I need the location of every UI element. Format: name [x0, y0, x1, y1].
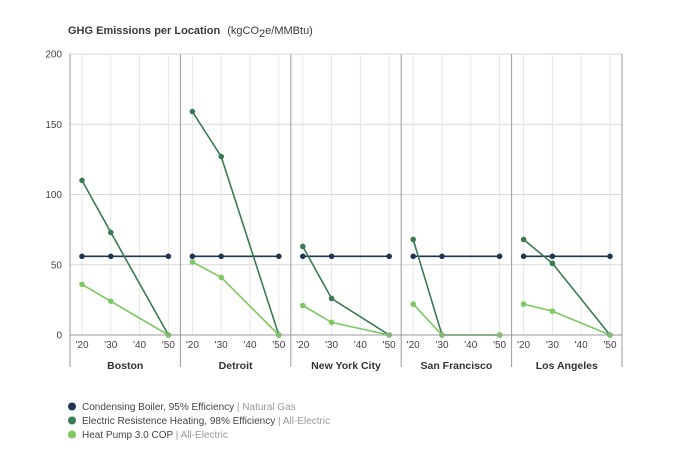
- legend-series-type: | All-Electric: [275, 416, 330, 427]
- legend: Condensing Boiler, 95% Efficiency | Natu…: [68, 402, 330, 441]
- legend-marker: [68, 416, 76, 425]
- x-tick-label: '40: [243, 340, 256, 351]
- x-tick-label: '50: [272, 340, 285, 351]
- series-line: [523, 238, 611, 336]
- legend-series-type: | Natural Gas: [234, 402, 296, 413]
- y-tick-label: 200: [45, 50, 62, 61]
- data-point: [328, 319, 335, 326]
- series-line: [192, 261, 280, 336]
- legend-series-type: | All-Electric: [173, 430, 228, 441]
- chart-unit-prefix: (kgCO: [227, 25, 259, 37]
- data-point: [439, 253, 445, 260]
- location-label: Los Angeles: [536, 360, 598, 372]
- location-label: New York City: [311, 360, 381, 372]
- x-tick-label: '20: [186, 340, 199, 351]
- data-point: [218, 274, 224, 281]
- data-point: [189, 259, 196, 265]
- data-point: [300, 243, 306, 250]
- data-point: [549, 308, 556, 314]
- legend-label: Condensing Boiler, 95% Efficiency | Natu…: [82, 402, 296, 413]
- data-point: [520, 236, 527, 243]
- data-point: [410, 301, 417, 307]
- x-tick-label: '20: [296, 340, 309, 351]
- data-point: [300, 253, 306, 260]
- data-point: [79, 281, 85, 288]
- data-point: [79, 253, 85, 260]
- legend-label: Electric Resistence Heating, 98% Efficie…: [82, 416, 330, 427]
- data-point: [328, 295, 335, 302]
- chart-title-text: GHG Emissions per Location: [68, 25, 220, 37]
- series-line: [302, 304, 390, 336]
- y-tick-label: 0: [56, 331, 62, 342]
- x-tick-label: '20: [75, 340, 88, 351]
- data-point: [520, 301, 527, 307]
- x-tick-label: '40: [133, 340, 146, 351]
- data-point: [549, 260, 556, 267]
- data-point: [328, 253, 335, 260]
- series-line: [81, 180, 170, 336]
- x-tick-label: '30: [546, 340, 559, 351]
- plot-area: 0 50 100 150 200 '20 '30 '40 '50 Boston '20 '30 '40 '…: [45, 50, 623, 372]
- x-tick-label: '50: [493, 340, 506, 351]
- y-tick-label: 100: [45, 190, 62, 201]
- data-point: [218, 253, 224, 260]
- data-point: [300, 302, 306, 309]
- series-line: [412, 303, 500, 336]
- data-point: [165, 253, 172, 260]
- legend-series-name: Heat Pump 3.0 COP: [82, 430, 173, 441]
- data-point: [386, 253, 393, 260]
- data-point: [276, 253, 282, 260]
- x-tick-label: '30: [435, 340, 448, 351]
- x-tick-label: '30: [104, 340, 117, 351]
- x-tick-label: '40: [575, 340, 588, 351]
- x-tick-label: '40: [354, 340, 367, 351]
- chart-unit-sub: 2: [259, 28, 265, 40]
- x-tick-label: '20: [517, 340, 530, 351]
- x-tick-label: '40: [464, 340, 477, 351]
- series-line: [412, 239, 500, 336]
- legend-series-name: Electric Resistence Heating, 98% Efficie…: [82, 416, 275, 427]
- location-label: Boston: [107, 360, 143, 372]
- chart-unit-suffix: e/MMBtu): [265, 25, 313, 37]
- legend-label: Heat Pump 3.0 COP | All-Electric: [82, 430, 228, 441]
- location-label: Detroit: [219, 360, 253, 372]
- data-point: [549, 253, 556, 260]
- data-point: [410, 236, 417, 243]
- x-tick-label: '30: [325, 340, 338, 351]
- x-tick-label: '50: [162, 340, 175, 351]
- data-point: [108, 229, 114, 236]
- series-line: [302, 246, 390, 336]
- x-tick-label: '50: [603, 340, 616, 351]
- chart-title: GHG Emissions per Location (kgCO2e/MMBtu…: [68, 25, 313, 40]
- legend-marker: [68, 430, 76, 439]
- x-tick-label: '30: [215, 340, 228, 351]
- y-tick-label: 150: [45, 120, 62, 131]
- x-tick-label: '50: [383, 340, 396, 351]
- data-point: [189, 108, 196, 115]
- series-line: [81, 283, 169, 336]
- data-point: [496, 253, 503, 260]
- location-label: San Francisco: [421, 360, 493, 372]
- data-point: [607, 253, 613, 260]
- y-tick-label: 50: [51, 260, 63, 271]
- series-line: [191, 111, 280, 336]
- data-point: [218, 153, 224, 160]
- legend-series-name: Condensing Boiler, 95% Efficiency: [82, 402, 234, 413]
- legend-marker: [68, 402, 76, 411]
- data-point: [108, 253, 114, 260]
- x-tick-label: '20: [407, 340, 420, 351]
- data-point: [189, 253, 196, 260]
- data-point: [520, 253, 527, 260]
- data-point: [410, 253, 417, 260]
- data-point: [108, 298, 114, 305]
- data-point: [79, 177, 85, 184]
